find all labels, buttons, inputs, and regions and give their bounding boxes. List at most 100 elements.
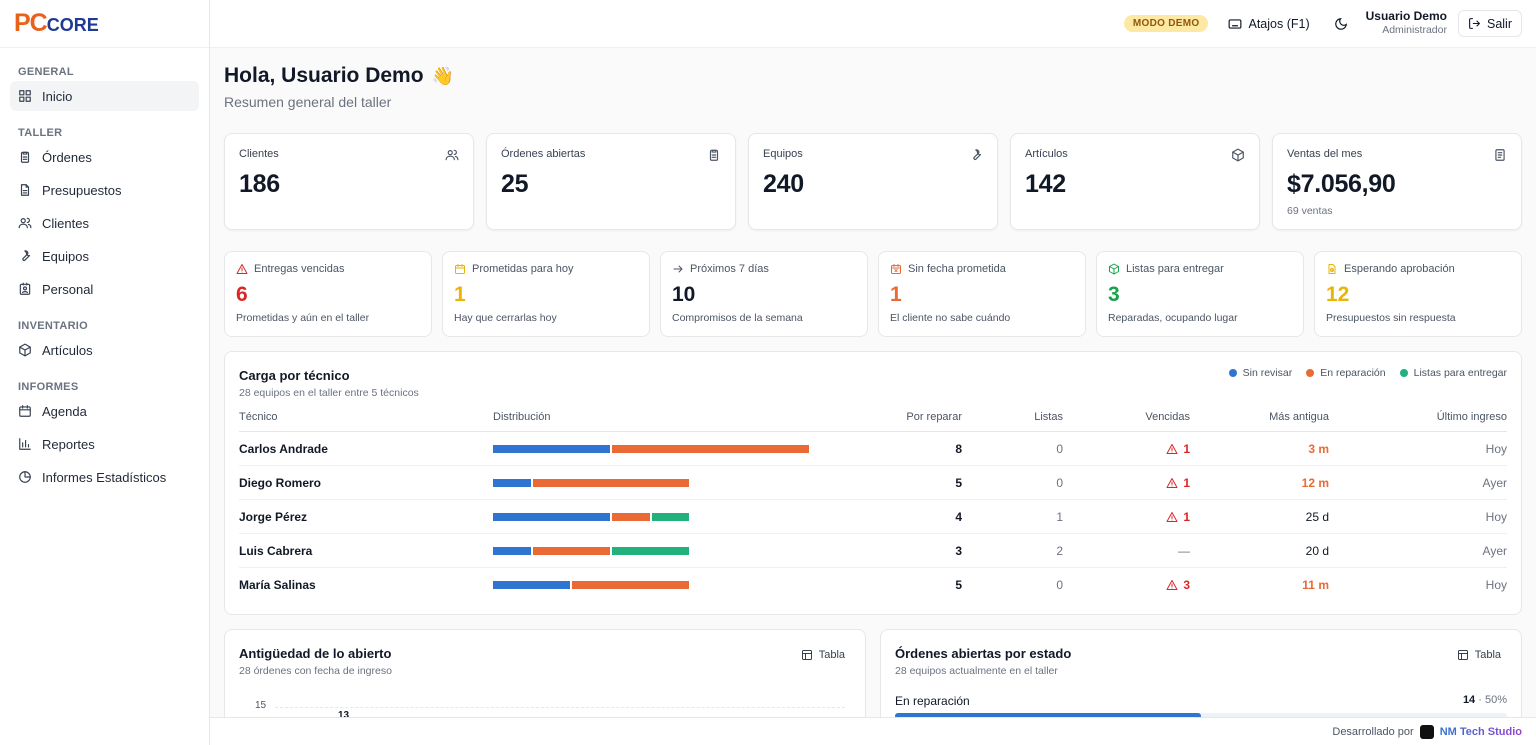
technician-load-card: Carga por técnico 28 equipos en el talle… — [224, 351, 1522, 615]
sidebar-item-label: Informes Estadísticos — [42, 469, 167, 485]
distribution-segment — [493, 478, 531, 487]
col-header: Listas — [1034, 411, 1063, 423]
status-row-track — [895, 713, 1507, 717]
alert-card[interactable]: Listas para entregar 3 Reparadas, ocupan… — [1096, 251, 1304, 337]
table-row[interactable]: María Salinas 5 0 3 11 m Hoy — [239, 568, 1507, 602]
alert-value: 1 — [454, 283, 466, 306]
sidebar-item[interactable]: Informes Estadísticos — [10, 462, 199, 492]
footer-brand-link[interactable]: NM Tech Studio — [1439, 725, 1522, 738]
calendar-icon — [19, 405, 31, 417]
alert-label: Prometidas para hoy — [472, 263, 574, 275]
shortcuts-button[interactable]: Atajos (F1) — [1228, 17, 1310, 31]
sidebar-item[interactable]: Presupuestos — [10, 175, 199, 205]
alert-card[interactable]: Prometidas para hoy 1 Hay que cerrarlas … — [442, 251, 650, 337]
distribution-segment — [651, 512, 690, 521]
distribution-segment — [572, 581, 690, 589]
alert-card[interactable]: Entregas vencidas 6 Prometidas y aún en … — [224, 251, 432, 337]
aging-card: Antigüedad de lo abierto 28 órdenes con … — [224, 629, 866, 717]
kpi-card[interactable]: Ventas del mes $7.056,90 69 ventas — [1272, 133, 1522, 230]
legend-dot — [1399, 369, 1408, 377]
kpi-value: 240 — [763, 170, 804, 198]
ready-count: 0 — [1056, 475, 1063, 490]
nav-group-1: TALLER Órdenes Presupuestos Clientes Equipos… — [0, 119, 209, 304]
last-intake: Hoy — [1485, 441, 1507, 456]
legend-label: En reparación — [1320, 367, 1386, 379]
ready-count: 2 — [1056, 543, 1063, 558]
sidebar-item[interactable]: Agenda — [10, 396, 199, 426]
table-icon — [801, 650, 812, 660]
sidebar-item[interactable]: Órdenes — [10, 142, 199, 172]
kpi-value: 25 — [501, 170, 529, 198]
sidebar-item[interactable]: Equipos — [10, 241, 199, 271]
load-table: Técnico Distribución Por reparar Listas … — [239, 403, 1507, 602]
table-row[interactable]: Diego Romero 5 0 1 12 m Ayer — [239, 466, 1507, 500]
distribution-segment — [493, 512, 611, 521]
clipboard-icon — [20, 151, 30, 163]
kpi-card[interactable]: Clientes 186 — [224, 133, 474, 230]
kpi-card[interactable]: Artículos 142 — [1010, 133, 1260, 230]
alert-label: Listas para entregar — [1126, 263, 1224, 275]
bar-chart-icon — [19, 438, 31, 450]
technician-name: Jorge Pérez — [239, 509, 308, 524]
legend-label: Sin revisar — [1242, 367, 1293, 379]
distribution-segment — [532, 546, 611, 555]
distribution-segment — [612, 444, 809, 453]
oldest-age: 25 d — [1305, 509, 1329, 524]
sidebar-item[interactable]: Inicio — [10, 81, 199, 111]
logout-button[interactable]: Salir — [1457, 10, 1522, 37]
status-title: Órdenes abiertas por estado — [895, 646, 1072, 661]
kpi-card[interactable]: Equipos 240 — [748, 133, 998, 230]
table-row[interactable]: Luis Cabrera 3 2 — 20 d Ayer — [239, 534, 1507, 568]
logout-icon — [1469, 18, 1481, 29]
load-legend: Sin revisar En reparación Listas para en… — [1228, 367, 1507, 379]
kpi-card[interactable]: Órdenes abiertas 25 — [486, 133, 736, 230]
alert-value: 10 — [672, 283, 696, 306]
clipboard-icon — [709, 149, 719, 161]
app-logo[interactable]: PCCORE — [0, 0, 209, 48]
sidebar: PCCORE GENERAL Inicio TALLER Órdenes Presupu… — [0, 0, 210, 745]
ready-count: 0 — [1056, 578, 1063, 592]
pending-count: 4 — [955, 509, 962, 524]
alert-card[interactable]: Esperando aprobación 12 Presupuestos sin… — [1314, 251, 1522, 337]
aging-table-toggle[interactable]: Tabla — [801, 649, 845, 661]
status-row-value: 14 · 50% — [1462, 694, 1507, 706]
sidebar-item[interactable]: Clientes — [10, 208, 199, 238]
aging-tab-label: Tabla — [818, 649, 845, 661]
alert-card[interactable]: Próximos 7 días 10 Compromisos de la sem… — [660, 251, 868, 337]
aging-bar-value: 13 — [338, 710, 350, 717]
grid-icon — [19, 90, 31, 102]
alert-card[interactable]: Sin fecha prometida 1 El cliente no sabe… — [878, 251, 1086, 337]
sidebar-item[interactable]: Artículos — [10, 335, 199, 365]
warning-icon — [1166, 580, 1178, 590]
user-name: Usuario Demo — [1365, 8, 1447, 23]
overdue-count: 1 — [1183, 441, 1190, 456]
sidebar-item-label: Personal — [42, 281, 94, 297]
distribution-bar — [493, 546, 823, 555]
table-row[interactable]: Carlos Andrade 8 0 1 3 m Hoy — [239, 432, 1507, 466]
status-card: Órdenes abiertas por estado 28 equipos a… — [880, 629, 1522, 717]
sidebar-item[interactable]: Personal — [10, 274, 199, 304]
alert-label: Entregas vencidas — [254, 263, 345, 275]
sidebar-item-label: Equipos — [42, 248, 89, 264]
distribution-segment — [493, 444, 611, 453]
distribution-segment — [612, 512, 650, 521]
kpi-label: Clientes — [239, 148, 279, 160]
moon-icon[interactable] — [1334, 17, 1348, 31]
last-intake: Hoy — [1485, 578, 1507, 592]
pending-count: 5 — [955, 475, 962, 490]
overdue-count: — — [1178, 543, 1190, 558]
pending-count: 5 — [955, 578, 962, 592]
status-row-count: 14 — [1462, 694, 1476, 706]
kpi-cards: Clientes 186 Órdenes abiertas 25 Equipos… — [224, 133, 1522, 230]
calendar-x-icon — [891, 264, 901, 274]
sidebar-item[interactable]: Reportes — [10, 429, 199, 459]
status-table-toggle[interactable]: Tabla — [1457, 649, 1501, 661]
col-header: Distribución — [493, 411, 551, 423]
status-row-label: En reparación — [895, 694, 970, 708]
distribution-bar — [493, 581, 823, 589]
greeting-text: Hola, Usuario Demo — [224, 64, 424, 87]
status-row-pct: 50% — [1484, 694, 1507, 706]
table-row[interactable]: Jorge Pérez 4 1 1 25 d Hoy — [239, 500, 1507, 534]
kpi-label: Artículos — [1025, 148, 1068, 160]
legend-dot — [1228, 369, 1237, 377]
